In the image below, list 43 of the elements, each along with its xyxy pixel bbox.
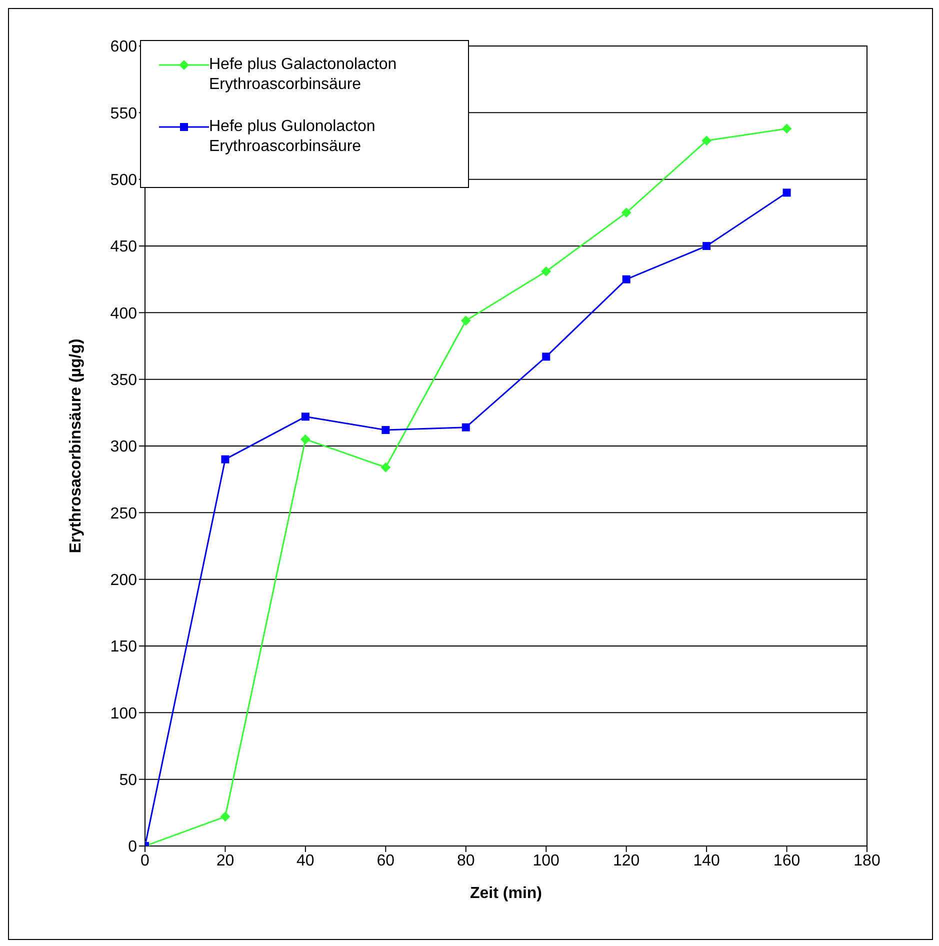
point [462,423,470,432]
y-tick-label: 500 [110,172,138,190]
x-tick-label: 20 [216,852,234,870]
y-axis-title: Erythrosacorbinsäure (µg/g) [68,338,85,554]
y-tick-label: 300 [110,438,138,456]
legend-label: Hefe plus Galactonolacton Erythroascorbinsäure [209,55,398,95]
point [541,266,552,276]
point [542,352,550,361]
y-tick-label: 400 [110,305,138,322]
point [782,188,791,197]
y-tick-label: 450 [110,238,138,256]
x-tick-label: 160 [773,852,800,870]
y-tick-label: 250 [110,505,138,522]
point [702,242,711,250]
y-tick-label: 200 [110,572,138,590]
x-tick-label: 140 [693,852,720,870]
point [380,462,391,472]
point [382,426,390,434]
point [221,455,230,464]
point [301,412,310,421]
point [621,208,632,218]
y-tick-label: 550 [110,105,138,122]
x-tick-label: 80 [456,852,475,870]
point [622,275,630,284]
x-tick-label: 180 [854,852,880,870]
y-tick-label: 350 [110,372,138,390]
y-tick-label: 50 [119,772,138,790]
x-tick-label: 40 [296,852,314,870]
legend-label: Hefe plus Gulonolacton Erythroascorbinsäure [209,117,376,157]
x-tick-label: 120 [612,852,640,870]
y-tick-label: 150 [110,638,138,656]
point [702,136,712,146]
point [220,812,230,822]
y-tick-label: 100 [110,705,138,722]
point [460,316,471,326]
point [782,124,792,134]
x-axis-title: Zeit (min) [470,885,542,902]
y-tick-label: 600 [110,38,138,56]
x-tick-label: 100 [532,852,560,870]
y-tick-label: 0 [128,838,138,856]
point [300,434,310,444]
x-tick-label: 0 [140,852,150,870]
x-tick-label: 60 [376,852,395,870]
